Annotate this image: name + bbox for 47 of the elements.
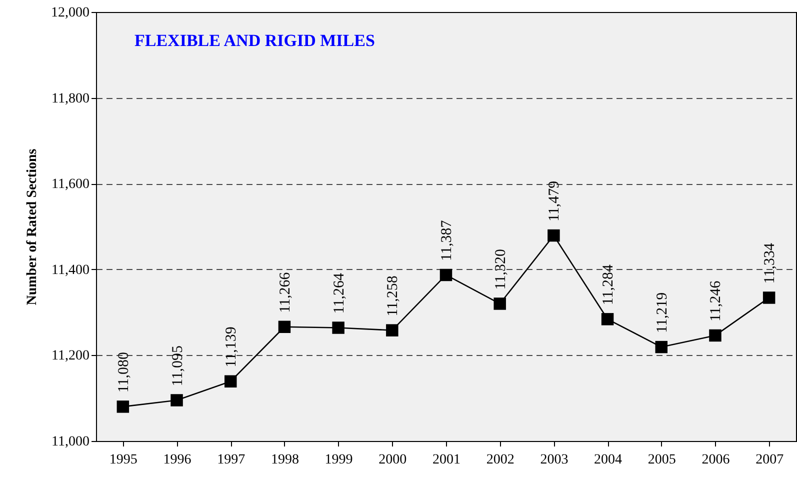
y-tick-label: 11,200 (52, 348, 90, 364)
x-tick-label: 1999 (324, 452, 353, 468)
point (170, 394, 183, 406)
x-tick-label: 2001 (432, 452, 460, 468)
point (601, 313, 614, 326)
x-tick-label: 2006 (702, 452, 730, 468)
x-tick-label: 1995 (109, 452, 138, 468)
data-label: 11,246 (708, 280, 724, 322)
y-tick-label: 11,600 (52, 177, 90, 192)
x-tick-label: 1998 (270, 452, 299, 468)
y-tick-label: 11,000 (52, 434, 90, 450)
text: FLEXIBLE AND RIGID MILES (134, 31, 375, 50)
point (709, 329, 722, 342)
point (494, 298, 506, 310)
point (655, 340, 668, 354)
point (440, 268, 452, 282)
point (116, 400, 130, 413)
data-label: 11,387 (439, 220, 455, 261)
x-tick-label: 2002 (486, 452, 514, 468)
data-label: 11,219 (654, 292, 670, 334)
y-tick-label: 11,800 (52, 91, 90, 106)
data-label: 11,334 (762, 242, 778, 284)
y-tick-label: 12,000 (51, 6, 90, 20)
x-tick-label: 1996 (163, 452, 192, 468)
x-tick-label: 2007 (756, 452, 784, 468)
point (762, 292, 776, 304)
point (548, 229, 560, 242)
x-tick-label: 2005 (648, 452, 676, 468)
point (278, 320, 291, 334)
data-label: 11,284 (600, 264, 617, 306)
data-label: 11,479 (546, 180, 563, 222)
x-tick-label: 1997 (217, 452, 246, 468)
data-label: 11,139 (224, 326, 240, 368)
data-label: 11,095 (170, 346, 186, 386)
data-label: 11,080 (116, 352, 132, 393)
y-tick-label: 11,400 (52, 262, 90, 278)
data-label: 11,320 (492, 249, 509, 290)
x-tick-label: 2003 (540, 452, 568, 468)
point (386, 324, 398, 336)
point (332, 322, 344, 334)
point (224, 375, 237, 388)
x-tick-label: 2004 (594, 452, 622, 468)
data-label: 11,264 (331, 272, 348, 314)
data-label: 11,266 (277, 272, 294, 313)
data-label: 11,258 (385, 276, 402, 316)
y-axis-title: Number of Rated Sections (25, 148, 40, 306)
x-tick-label: 2000 (378, 452, 407, 468)
